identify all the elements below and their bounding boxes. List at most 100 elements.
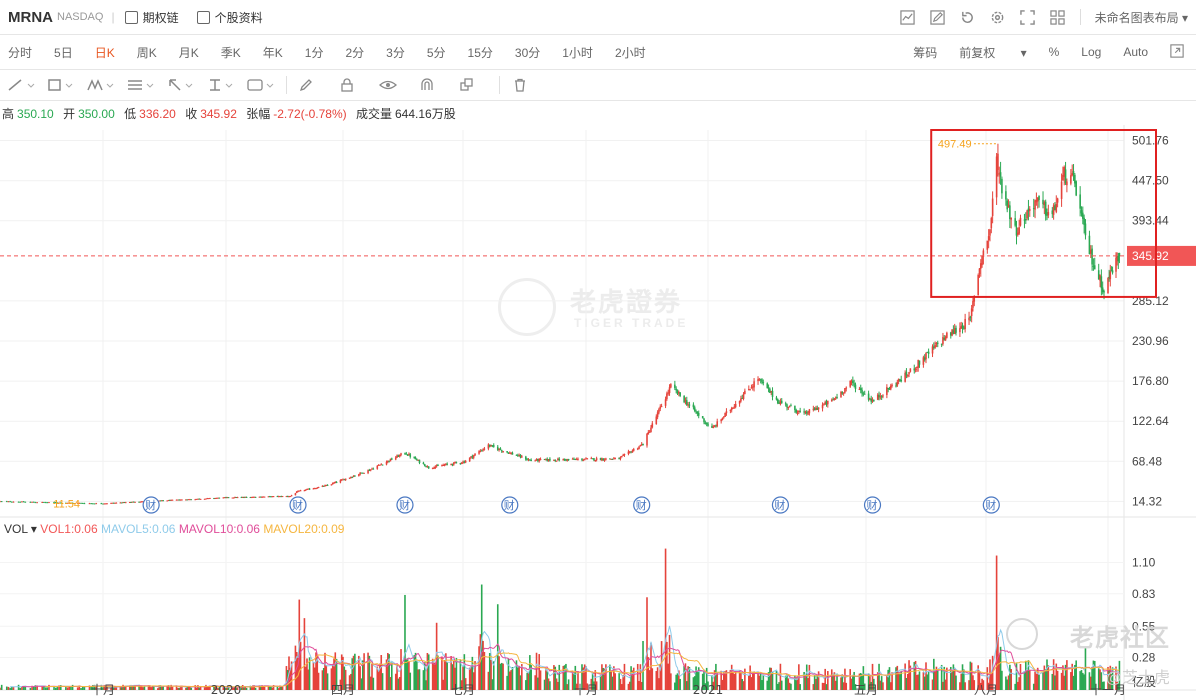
volume-bar xyxy=(24,685,27,690)
options-chain-button[interactable]: 期权链 xyxy=(124,9,179,26)
measure-tool-icon[interactable] xyxy=(206,78,240,92)
volume-bar xyxy=(601,664,603,690)
candle-body xyxy=(214,498,217,500)
period-tab-1[interactable]: 5日 xyxy=(54,45,73,60)
trash-icon[interactable] xyxy=(512,78,546,92)
volume-bar xyxy=(280,686,283,690)
volume-bar xyxy=(171,686,174,690)
period-tab-2[interactable]: 日K xyxy=(94,45,115,60)
period-tab-4[interactable]: 月K xyxy=(178,45,199,60)
candle-body xyxy=(199,498,202,500)
period-tab-13[interactable]: 1小时 xyxy=(562,45,593,60)
candle-body xyxy=(288,496,290,498)
chips-button[interactable]: 筹码 xyxy=(913,45,938,60)
candle-body xyxy=(372,468,375,470)
candle-body xyxy=(836,396,838,398)
lock-icon[interactable] xyxy=(339,78,373,92)
candle-body xyxy=(973,295,976,302)
candle-body xyxy=(68,502,71,504)
expand-icon[interactable] xyxy=(1170,43,1184,61)
edit-icon[interactable] xyxy=(930,9,946,25)
volume-bar xyxy=(379,663,381,690)
candle-body xyxy=(1006,200,1009,210)
period-tab-14[interactable]: 2小时 xyxy=(614,45,646,60)
copy-icon[interactable] xyxy=(459,78,493,92)
candle-body xyxy=(209,497,211,499)
eye-icon[interactable] xyxy=(379,78,413,92)
volume-bar xyxy=(688,666,691,690)
candle-body xyxy=(798,410,800,413)
volume-bar xyxy=(350,673,352,690)
percent-toggle[interactable]: % xyxy=(1048,45,1060,59)
candle-body xyxy=(842,392,845,394)
volume-bar xyxy=(813,675,816,690)
candle-body xyxy=(526,459,528,461)
period-tab-9[interactable]: 3分 xyxy=(386,45,405,60)
volume-bar xyxy=(376,666,379,690)
candle-body xyxy=(361,472,364,474)
candle-body xyxy=(527,459,530,461)
gear-icon[interactable] xyxy=(990,9,1006,25)
candle-body xyxy=(733,406,736,408)
grid-layout-icon[interactable] xyxy=(1050,9,1066,25)
volume-bar xyxy=(538,654,541,690)
volume-bar xyxy=(388,654,390,690)
period-tab-10[interactable]: 5分 xyxy=(426,45,446,60)
community-watermark: 老虎社区 xyxy=(1070,625,1170,652)
arrow-tool-icon[interactable] xyxy=(166,78,200,92)
period-tab-8[interactable]: 2分 xyxy=(345,45,365,60)
candle-body xyxy=(11,501,13,503)
pattern-tool-icon[interactable] xyxy=(86,78,120,92)
candle-body xyxy=(342,479,344,481)
period-tab-3[interactable]: 周K xyxy=(136,45,157,60)
volume-bar xyxy=(1032,683,1035,690)
volume-bar xyxy=(235,687,238,690)
volume-bar xyxy=(640,681,643,690)
volume-bar xyxy=(917,674,919,690)
volume-bar xyxy=(955,675,957,690)
fullscreen-icon[interactable] xyxy=(1020,9,1036,25)
period-tab-11[interactable]: 15分 xyxy=(467,45,493,60)
stock-info-button[interactable]: 个股资料 xyxy=(196,9,263,26)
period-tab-6[interactable]: 年K xyxy=(262,45,283,60)
volume-bar xyxy=(712,681,715,690)
candle-body xyxy=(713,425,716,427)
candle-body xyxy=(187,499,190,501)
volume-bar xyxy=(546,671,549,690)
price-axis-label: 230.96 xyxy=(1132,334,1169,348)
candle-body xyxy=(231,497,234,499)
candle-body xyxy=(610,458,612,460)
candle-body xyxy=(167,500,170,502)
volume-bar xyxy=(750,677,753,690)
rectangle-tool-icon[interactable] xyxy=(46,78,80,92)
undo-icon[interactable] xyxy=(960,9,976,25)
period-tab-12[interactable]: 30分 xyxy=(514,45,541,60)
auto-toggle[interactable]: Auto xyxy=(1123,45,1148,59)
period-tab-5[interactable]: 季K xyxy=(220,45,241,60)
volume-bar xyxy=(451,664,454,690)
candle-body xyxy=(852,380,854,384)
volume-bar xyxy=(426,652,429,690)
candle-body xyxy=(488,444,491,447)
fibonacci-tool-icon[interactable] xyxy=(126,78,160,92)
volume-bar xyxy=(1023,671,1026,690)
candle-body xyxy=(434,466,437,468)
volume-bar xyxy=(1089,676,1092,690)
period-tab-7[interactable]: 1分 xyxy=(304,45,324,60)
adjust-select[interactable]: 前复权 ▾ xyxy=(959,45,1027,60)
candle-body xyxy=(115,502,118,504)
line-chart-icon[interactable] xyxy=(900,9,916,25)
volume-bar xyxy=(147,685,150,690)
volume-bar xyxy=(131,685,134,690)
kline-chart[interactable]: 501.76447.50393.44285.12230.96176.80122.… xyxy=(0,125,1196,700)
trendline-tool-icon[interactable] xyxy=(6,78,40,92)
log-toggle[interactable]: Log xyxy=(1081,45,1102,59)
candle-body xyxy=(381,464,384,466)
magnet-icon[interactable] xyxy=(419,78,453,92)
pen-tool-icon[interactable] xyxy=(299,78,333,92)
period-tab-0[interactable]: 分时 xyxy=(8,45,33,60)
volume-bar xyxy=(431,658,434,690)
layout-select[interactable]: 未命名图表布局 ▾ xyxy=(1094,10,1188,25)
numbering-tool-icon[interactable] xyxy=(246,78,280,92)
candle-body xyxy=(758,379,761,381)
